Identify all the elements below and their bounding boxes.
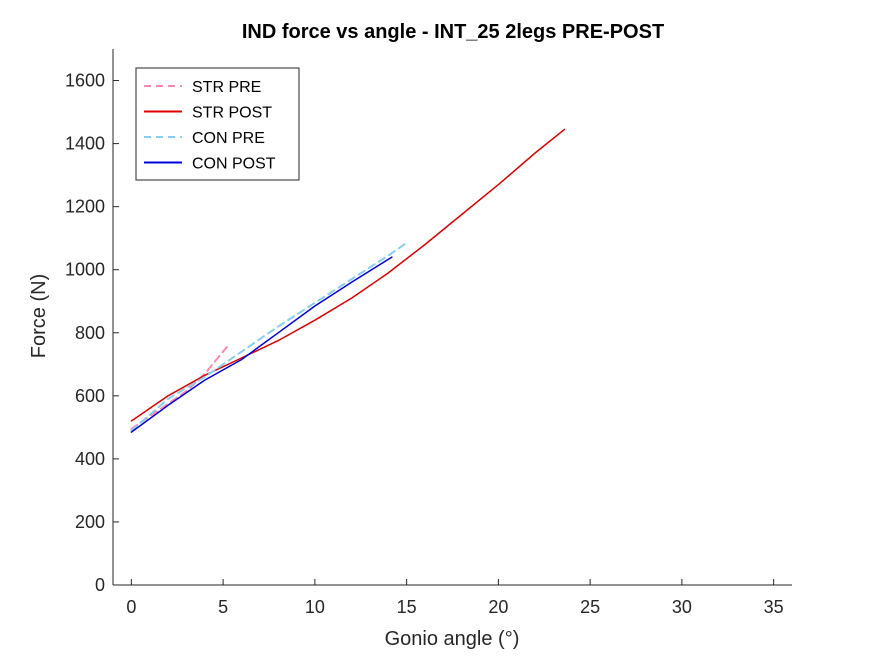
x-tick-label: 5 — [218, 597, 228, 617]
x-tick-label: 20 — [488, 597, 508, 617]
x-tick-label: 25 — [580, 597, 600, 617]
y-axis-label: Force (N) — [28, 274, 50, 358]
y-tick-label: 1000 — [65, 260, 105, 280]
legend-label: CON PRE — [192, 130, 265, 147]
series-line-str-post — [130, 128, 566, 422]
legend: STR PRE STR POST CON PRE CON POST — [135, 67, 300, 181]
y-tick-label: 1200 — [65, 197, 105, 217]
x-axis-label: Gonio angle (°) — [385, 628, 520, 650]
series-layer — [130, 128, 566, 433]
y-tick-label: 1600 — [65, 71, 105, 91]
legend-label: CON POST — [192, 156, 276, 173]
x-tick-label: 10 — [305, 597, 325, 617]
legend-label: STR POST — [192, 105, 272, 122]
y-tick-label: 600 — [75, 386, 105, 406]
x-tick-label: 15 — [397, 597, 417, 617]
series-line-str-pre — [130, 346, 228, 430]
axes: 0 5 10 15 20 25 30 35 0 200 400 600 800 1000 1200 1400 1… — [65, 49, 792, 617]
y-tick-label: 800 — [75, 323, 105, 343]
y-tick-label: 0 — [95, 575, 105, 595]
series-line-con-post — [130, 256, 393, 433]
y-tick-label: 400 — [75, 449, 105, 469]
legend-box — [135, 67, 300, 181]
legend-label: STR PRE — [192, 79, 261, 96]
y-tick-label: 1400 — [65, 134, 105, 154]
series-line-con-pre — [130, 241, 408, 432]
x-tick-label: 35 — [764, 597, 784, 617]
x-tick-label: 30 — [672, 597, 692, 617]
x-tick-label: 0 — [126, 597, 136, 617]
chart-title: IND force vs angle - INT_25 2legs PRE-PO… — [242, 21, 664, 43]
y-tick-label: 200 — [75, 512, 105, 532]
